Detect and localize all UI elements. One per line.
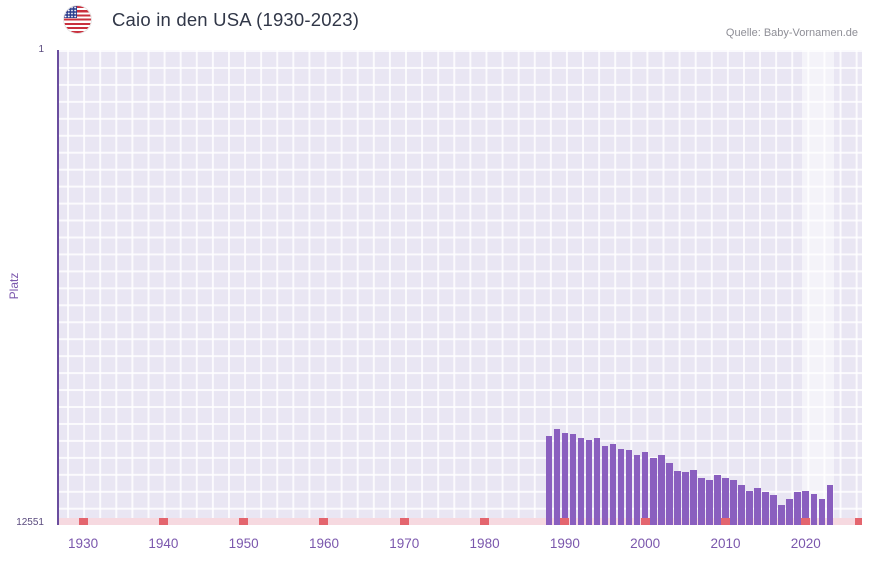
rank-bar-2017[interactable] — [778, 505, 785, 525]
rank-bar-2012[interactable] — [738, 485, 745, 525]
x-axis-tick-2010 — [720, 518, 730, 525]
x-tick-label-1950: 1950 — [228, 536, 259, 551]
x-axis-tick-2000 — [640, 518, 650, 525]
x-axis-tick-1940 — [158, 518, 168, 525]
x-axis-tick-1970 — [399, 518, 409, 525]
rank-bar-1998[interactable] — [625, 450, 633, 525]
rank-bar-2008[interactable] — [706, 480, 713, 525]
flag-canton — [64, 6, 77, 18]
x-axis-tick-1990 — [560, 518, 570, 525]
rank-bar-2009[interactable] — [714, 475, 721, 525]
rank-bar-1995[interactable] — [601, 445, 609, 525]
rank-bar-2016[interactable] — [770, 495, 777, 525]
rank-bar-2022[interactable] — [818, 498, 826, 525]
rank-bar-1997[interactable] — [617, 448, 625, 525]
rank-bar-1996[interactable] — [609, 444, 617, 525]
rank-bar-1999[interactable] — [633, 455, 641, 525]
y-axis-max-label: 1 — [38, 44, 44, 55]
rank-bar-2002[interactable] — [657, 454, 665, 525]
rank-bar-1988[interactable] — [545, 436, 553, 525]
rank-bar-2019[interactable] — [794, 492, 802, 525]
x-axis-edge-tick — [855, 518, 862, 525]
x-tick-label-2000: 2000 — [630, 536, 661, 551]
rank-bar-2000[interactable] — [641, 452, 649, 525]
us-flag-icon — [64, 6, 91, 33]
x-tick-label-1970: 1970 — [389, 536, 420, 551]
rank-bar-1989[interactable] — [553, 429, 561, 525]
rank-bar-2007[interactable] — [698, 478, 705, 525]
rank-bar-1992[interactable] — [577, 438, 585, 525]
rank-bar-2010[interactable] — [722, 478, 729, 525]
y-axis-title: Platz — [7, 272, 21, 300]
x-axis-tick-1960 — [319, 518, 329, 525]
x-tick-label-1940: 1940 — [148, 536, 179, 551]
y-axis-min-label: 12551 — [16, 517, 44, 528]
rank-bar-1990[interactable] — [561, 432, 569, 525]
x-axis-tick-2020 — [801, 518, 811, 525]
chart-title: Caio in den USA (1930-2023) — [112, 9, 360, 30]
rank-bar-2023[interactable] — [826, 485, 834, 525]
rank-bar-1993[interactable] — [585, 440, 593, 525]
rank-bar-1994[interactable] — [593, 437, 601, 525]
x-axis-tick-1930 — [78, 518, 88, 525]
rank-bar-2006[interactable] — [690, 470, 697, 525]
rank-bar-2005[interactable] — [682, 472, 689, 525]
rank-bar-1991[interactable] — [569, 433, 577, 525]
rank-bar-2018[interactable] — [786, 498, 794, 525]
rank-bar-2021[interactable] — [810, 493, 818, 525]
x-tick-label-2020: 2020 — [790, 536, 821, 551]
x-tick-label-1930: 1930 — [68, 536, 99, 551]
source-credit: Quelle: Baby-Vornamen.de — [725, 27, 858, 39]
x-tick-label-1990: 1990 — [549, 536, 580, 551]
x-axis-tick-1980 — [480, 518, 490, 525]
rank-bar-2004[interactable] — [674, 470, 681, 525]
x-axis-baseline — [59, 518, 862, 525]
x-tick-label-2010: 2010 — [710, 536, 741, 551]
recent-years-highlight — [801, 50, 834, 525]
x-tick-label-1960: 1960 — [308, 536, 339, 551]
rank-bar-2020[interactable] — [802, 490, 810, 525]
rank-bar-2013[interactable] — [746, 490, 753, 525]
rank-bar-2011[interactable] — [730, 480, 737, 525]
x-axis-tick-1950 — [239, 518, 249, 525]
x-tick-label-1980: 1980 — [469, 536, 500, 551]
rank-bar-2014[interactable] — [754, 488, 761, 525]
rank-bar-2015[interactable] — [762, 492, 769, 525]
rank-bar-2003[interactable] — [665, 462, 673, 525]
plot-area — [57, 50, 862, 525]
rank-bar-2001[interactable] — [649, 458, 657, 525]
